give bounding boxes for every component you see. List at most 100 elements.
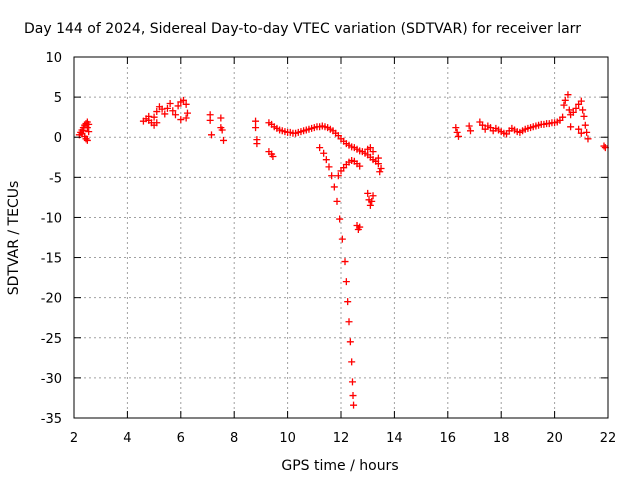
- series-early: [75, 118, 93, 144]
- series-recovery: [334, 144, 385, 233]
- y-ticks: 10 5 0 -5 -10 -15 -20 -25 -30 -35: [41, 51, 608, 427]
- data-point: [252, 117, 260, 125]
- data-point: [78, 130, 86, 138]
- data-point: [179, 96, 187, 104]
- y-axis-label: SDTVAR / TECUs: [6, 181, 22, 296]
- data-point: [561, 96, 569, 104]
- data-point: [218, 126, 226, 134]
- data-point: [465, 122, 473, 130]
- data-point: [564, 91, 572, 99]
- data-point: [252, 124, 260, 132]
- data-point: [356, 223, 364, 231]
- data-point: [369, 148, 377, 156]
- data-point: [330, 183, 338, 191]
- data-point: [560, 101, 568, 109]
- x-axis-label: GPS time / hours: [281, 458, 398, 474]
- data-point: [565, 106, 573, 114]
- series-main: [265, 119, 382, 168]
- data-point: [145, 112, 153, 120]
- y-tick-label: -25: [41, 332, 62, 347]
- data-point: [368, 197, 376, 205]
- series-morning: [139, 96, 191, 129]
- data-point: [454, 132, 462, 140]
- data-point: [479, 121, 487, 129]
- x-tick-label: 16: [440, 431, 457, 446]
- data-point: [376, 168, 384, 176]
- data-point: [220, 136, 228, 144]
- data-point: [348, 378, 356, 386]
- x-tick-label: 14: [386, 431, 403, 446]
- data-point: [169, 107, 177, 115]
- data-point: [567, 123, 575, 131]
- data-point: [174, 102, 182, 110]
- data-point: [583, 128, 591, 136]
- data-point: [82, 135, 90, 143]
- data-point: [328, 172, 336, 180]
- x-tick-label: 12: [333, 431, 350, 446]
- data-point: [344, 298, 352, 306]
- data-point: [166, 100, 174, 108]
- data-point: [183, 109, 191, 117]
- y-tick-label: -20: [41, 292, 62, 307]
- series-afternoon: [452, 91, 609, 152]
- data-point: [575, 125, 583, 133]
- data-point: [377, 165, 385, 173]
- data-point: [338, 235, 346, 243]
- y-tick-label: -10: [41, 211, 62, 226]
- chart-title: Day 144 of 2024, Sidereal Day-to-day VTE…: [24, 21, 581, 37]
- series-scattered: [206, 111, 277, 160]
- data-point: [325, 163, 333, 171]
- data-point: [577, 97, 585, 105]
- data-point: [79, 127, 87, 135]
- data-point: [466, 127, 474, 135]
- data-point: [350, 401, 358, 409]
- data-points: [75, 91, 609, 409]
- data-point: [153, 108, 161, 116]
- x-ticks: 2 4 6 8 10 12 14 16 18 20 22: [70, 57, 616, 446]
- data-point: [163, 104, 171, 112]
- y-tick-label: -35: [41, 412, 62, 427]
- data-point: [158, 105, 166, 113]
- x-tick-label: 6: [177, 431, 185, 446]
- data-point: [559, 113, 567, 121]
- data-point: [374, 154, 382, 162]
- data-point: [452, 124, 460, 132]
- data-point: [85, 120, 93, 128]
- y-tick-label: -5: [49, 171, 62, 186]
- data-point: [584, 135, 592, 143]
- data-point: [346, 338, 354, 346]
- data-point: [569, 108, 577, 116]
- data-point: [208, 131, 216, 139]
- data-point: [579, 106, 587, 114]
- data-point: [342, 278, 350, 286]
- x-tick-label: 20: [546, 431, 563, 446]
- data-point: [366, 144, 374, 152]
- data-point: [572, 104, 580, 112]
- data-point: [253, 140, 261, 148]
- x-tick-label: 22: [600, 431, 617, 446]
- data-point: [182, 100, 190, 108]
- data-point: [85, 128, 93, 136]
- data-point: [345, 318, 353, 326]
- data-point: [334, 172, 342, 180]
- data-point: [150, 121, 158, 129]
- data-point: [206, 116, 214, 124]
- x-tick-label: 2: [70, 431, 78, 446]
- data-point: [150, 113, 158, 121]
- data-point: [269, 152, 277, 160]
- x-tick-label: 8: [230, 431, 238, 446]
- y-tick-label: -15: [41, 252, 62, 267]
- data-point: [83, 136, 91, 144]
- data-point: [366, 201, 374, 209]
- data-point: [316, 144, 324, 152]
- data-point: [177, 116, 185, 124]
- data-point: [369, 192, 377, 200]
- data-point: [581, 121, 589, 129]
- data-point: [341, 258, 349, 266]
- data-point: [348, 358, 356, 366]
- data-point: [217, 114, 225, 122]
- data-point: [453, 128, 461, 136]
- x-tick-label: 4: [123, 431, 131, 446]
- data-point: [580, 112, 588, 120]
